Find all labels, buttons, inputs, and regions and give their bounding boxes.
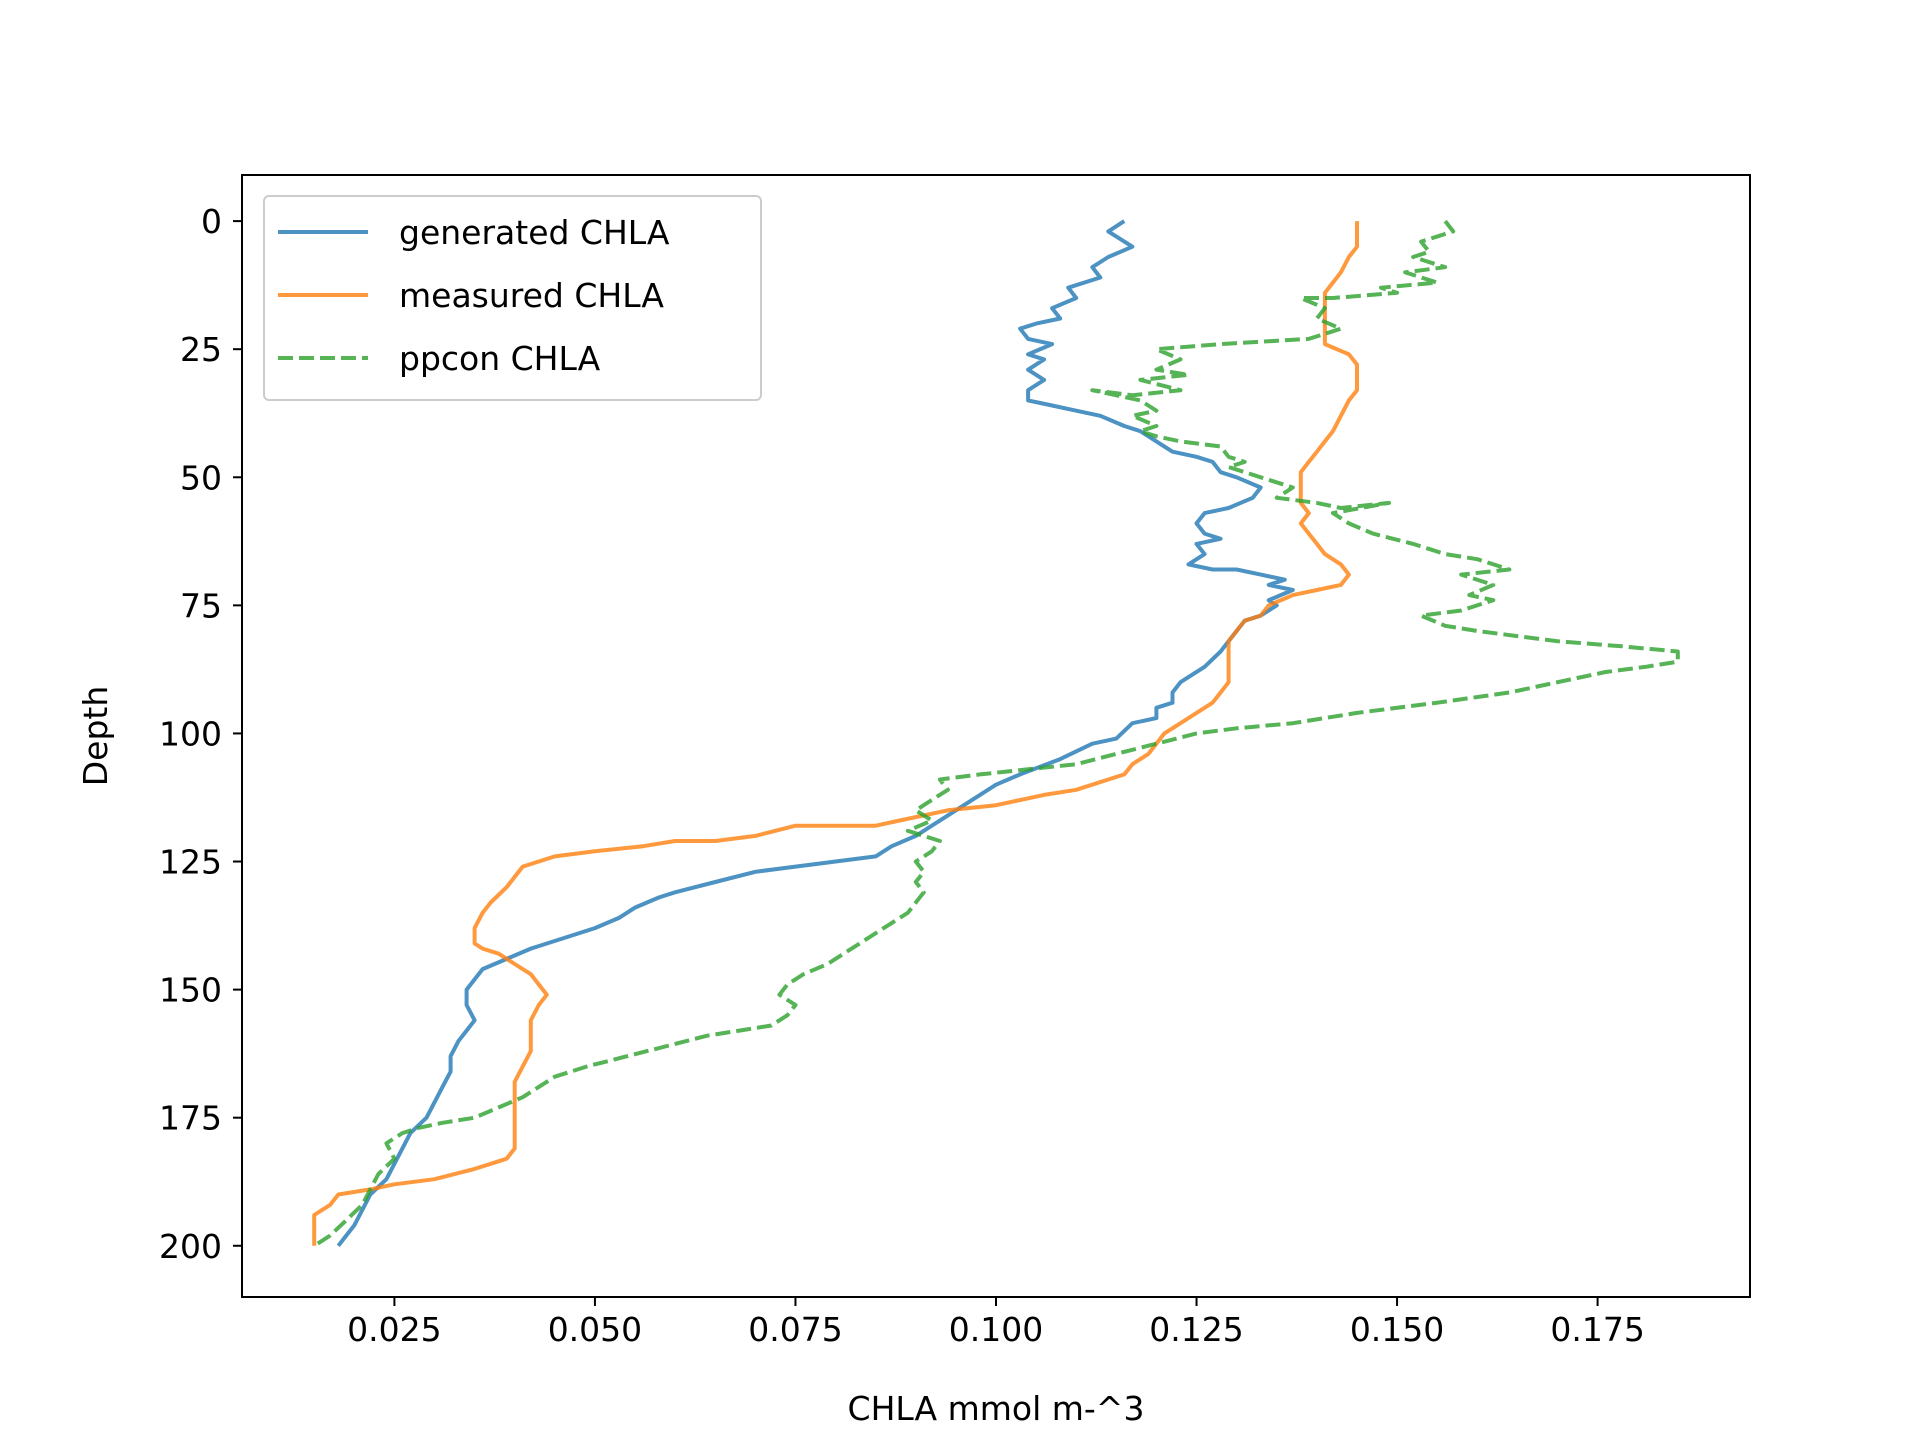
legend-label: generated CHLA <box>399 213 670 252</box>
series-line <box>336 219 1295 1248</box>
y-tick-label: 50 <box>180 458 222 497</box>
x-tick-label: 0.075 <box>748 1310 842 1349</box>
y-axis-label: Depth <box>76 686 115 787</box>
x-tick-label: 0.150 <box>1350 1310 1444 1349</box>
y-axis-ticks: 0 25 50 75 100 125 150 175 200 <box>159 202 242 1266</box>
y-tick-label: 0 <box>201 202 222 241</box>
x-tick-label: 0.100 <box>949 1310 1043 1349</box>
series-line <box>312 221 1359 1246</box>
legend-label: ppcon CHLA <box>399 339 601 378</box>
y-tick-label: 125 <box>159 843 222 882</box>
y-tick-label: 175 <box>159 1099 222 1138</box>
x-tick-label: 0.050 <box>548 1310 642 1349</box>
x-axis-ticks: 0.025 0.050 0.075 0.100 0.125 0.150 0.175 <box>347 1297 1645 1349</box>
y-tick-label: 75 <box>180 586 222 625</box>
x-tick-label: 0.125 <box>1149 1310 1243 1349</box>
legend-label: measured CHLA <box>399 276 664 315</box>
y-tick-label: 25 <box>180 330 222 369</box>
series-line <box>313 219 1680 1248</box>
y-tick-label: 150 <box>159 971 222 1010</box>
legend: generated CHLA measured CHLA ppcon CHLA <box>263 195 762 401</box>
y-tick-label: 200 <box>159 1227 222 1266</box>
x-tick-label: 0.025 <box>347 1310 441 1349</box>
x-tick-label: 0.175 <box>1550 1310 1644 1349</box>
legend-box <box>263 195 762 401</box>
x-axis-label: CHLA mmol m-^3 <box>848 1389 1145 1428</box>
series-layer <box>312 219 1680 1248</box>
y-tick-label: 100 <box>159 714 222 753</box>
